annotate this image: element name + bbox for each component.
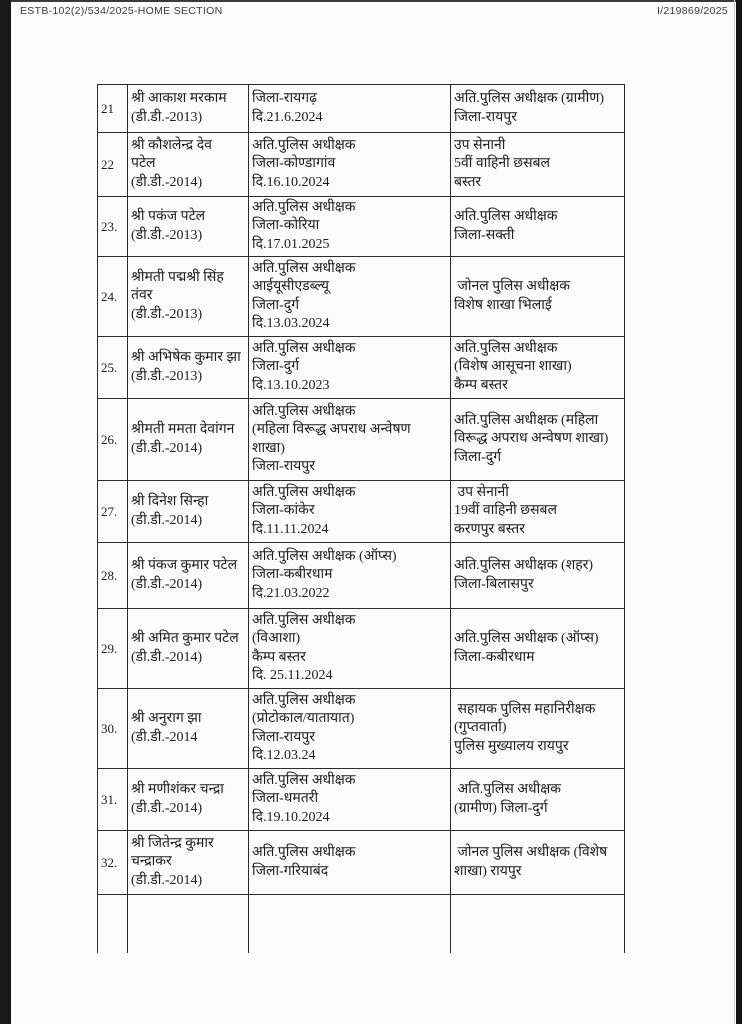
serial-cell: 21 bbox=[97, 84, 128, 133]
officer-name-cell: श्री कौशलेन्द्र देव पटेल (डी.डी.-2014) bbox=[127, 132, 249, 197]
new-posting-cell: जोनल पुलिस अधीक्षक (विशेष शाखा) रायपुर bbox=[450, 830, 625, 895]
table-row: 32. श्री जितेन्द्र कुमार चन्द्राकर (डी.ड… bbox=[97, 830, 625, 895]
eoffice-id: I/219869/2025 bbox=[656, 5, 728, 17]
serial-cell bbox=[97, 894, 128, 953]
table-row: 21 श्री आकाश मरकाम (डी.डी.-2013) जिला-रा… bbox=[97, 84, 625, 133]
new-posting-cell: सहायक पुलिस महानिरीक्षक (गुप्तवार्ता) पु… bbox=[450, 688, 625, 769]
current-posting-cell: अति.पुलिस अधीक्षक जिला-कोरिया दि.17.01.2… bbox=[248, 196, 451, 257]
serial-cell: 32. bbox=[97, 830, 128, 895]
serial-cell: 29. bbox=[97, 608, 128, 689]
officer-name-cell: श्रीमती ममता देवांगन (डी.डी.-2014) bbox=[127, 398, 249, 481]
table-row: 28. श्री पंकज कुमार पटेल (डी.डी.-2014) अ… bbox=[97, 542, 625, 609]
serial-cell: 30. bbox=[97, 688, 128, 769]
serial-cell: 24. bbox=[97, 256, 128, 337]
serial-cell: 31. bbox=[97, 768, 128, 831]
serial-cell: 25. bbox=[97, 336, 128, 399]
table-row: 25. श्री अभिषेक कुमार झा (डी.डी.-2013) अ… bbox=[97, 336, 625, 399]
table-row: 22 श्री कौशलेन्द्र देव पटेल (डी.डी.-2014… bbox=[97, 132, 625, 197]
new-posting-cell: उप सेनानी 5वीं वाहिनी छसबल बस्तर bbox=[450, 132, 625, 197]
table-row-empty bbox=[97, 894, 625, 953]
table-row: 29. श्री अमित कुमार पटेल (डी.डी.-2014) अ… bbox=[97, 608, 625, 689]
officer-name-cell: श्री दिनेश सिन्हा (डी.डी.-2014) bbox=[127, 480, 249, 543]
current-posting-cell: अति.पुलिस अधीक्षक (प्रोटोकाल/यातायात) जि… bbox=[248, 688, 451, 769]
new-posting-cell: अति.पुलिस अधीक्षक (ग्रामीण) जिला-रायपुर bbox=[450, 84, 625, 133]
current-posting-cell: अति.पुलिस अधीक्षक जिला-धमतरी दि.19.10.20… bbox=[248, 768, 451, 831]
table-row: 24. श्रीमती पद्मश्री सिंह तंवर (डी.डी.-2… bbox=[97, 256, 625, 337]
officer-name-cell: श्री अमित कुमार पटेल (डी.डी.-2014) bbox=[127, 608, 249, 689]
serial-cell: 26. bbox=[97, 398, 128, 481]
file-number: ESTB-102(2)/534/2025-HOME SECTION bbox=[20, 5, 223, 17]
table-row: 31. श्री मणीशंकर चन्द्रा (डी.डी.-2014) अ… bbox=[97, 768, 625, 831]
table-row: 23. श्री पकंज पटेल (डी.डी.-2013) अति.पुल… bbox=[97, 196, 625, 257]
serial-cell: 23. bbox=[97, 196, 128, 257]
current-posting-cell: अति.पुलिस अधीक्षक (महिला विरूद्ध अपराध अ… bbox=[248, 398, 451, 481]
postings-table: 21 श्री आकाश मरकाम (डी.डी.-2013) जिला-रा… bbox=[97, 84, 625, 953]
officer-name-cell bbox=[127, 894, 249, 953]
table-row: 26. श्रीमती ममता देवांगन (डी.डी.-2014) अ… bbox=[97, 398, 625, 481]
current-posting-cell: अति.पुलिस अधीक्षक (ऑप्स) जिला-कबीरधाम दि… bbox=[248, 542, 451, 609]
current-posting-cell: अति.पुलिस अधीक्षक जिला-गरियाबंद bbox=[248, 830, 451, 895]
officer-name-cell: श्रीमती पद्मश्री सिंह तंवर (डी.डी.-2013) bbox=[127, 256, 249, 337]
new-posting-cell: जोनल पुलिस अधीक्षक विशेष शाखा भिलाई bbox=[450, 256, 625, 337]
new-posting-cell: अति.पुलिस अधीक्षक (शहर) जिला-बिलासपुर bbox=[450, 542, 625, 609]
officer-name-cell: श्री आकाश मरकाम (डी.डी.-2013) bbox=[127, 84, 249, 133]
serial-cell: 22 bbox=[97, 132, 128, 197]
new-posting-cell: उप सेनानी 19वीं वाहिनी छसबल करणपुर बस्तर bbox=[450, 480, 625, 543]
current-posting-cell: अति.पुलिस अधीक्षक जिला-दुर्ग दि.13.10.20… bbox=[248, 336, 451, 399]
document-header: ESTB-102(2)/534/2025-HOME SECTION I/2198… bbox=[20, 5, 728, 17]
officer-name-cell: श्री जितेन्द्र कुमार चन्द्राकर (डी.डी.-2… bbox=[127, 830, 249, 895]
new-posting-cell: अति.पुलिस अधीक्षक (विशेष आसूचना शाखा) कै… bbox=[450, 336, 625, 399]
officer-name-cell: श्री मणीशंकर चन्द्रा (डी.डी.-2014) bbox=[127, 768, 249, 831]
scan-seam-line bbox=[734, 0, 735, 1024]
table-row: 27. श्री दिनेश सिन्हा (डी.डी.-2014) अति.… bbox=[97, 480, 625, 543]
serial-cell: 27. bbox=[97, 480, 128, 543]
serial-cell: 28. bbox=[97, 542, 128, 609]
current-posting-cell: अति.पुलिस अधीक्षक (विआशा) कैम्प बस्तर दि… bbox=[248, 608, 451, 689]
scan-right-edge bbox=[736, 0, 742, 1024]
current-posting-cell: अति.पुलिस अधीक्षक जिला-कांकेर दि.11.11.2… bbox=[248, 480, 451, 543]
current-posting-cell: जिला-रायगढ़ दि.21.6.2024 bbox=[248, 84, 451, 133]
new-posting-cell: अति.पुलिस अधीक्षक (ग्रामीण) जिला-दुर्ग bbox=[450, 768, 625, 831]
new-posting-cell bbox=[450, 894, 625, 953]
new-posting-cell: अति.पुलिस अधीक्षक जिला-सक्ती bbox=[450, 196, 625, 257]
current-posting-cell bbox=[248, 894, 451, 953]
scan-top-edge bbox=[0, 0, 742, 2]
scan-left-edge bbox=[0, 0, 11, 1024]
officer-name-cell: श्री अभिषेक कुमार झा (डी.डी.-2013) bbox=[127, 336, 249, 399]
current-posting-cell: अति.पुलिस अधीक्षक आईयूसीएडब्ल्यू जिला-दु… bbox=[248, 256, 451, 337]
new-posting-cell: अति.पुलिस अधीक्षक (ऑप्स) जिला-कबीरधाम bbox=[450, 608, 625, 689]
officer-name-cell: श्री पकंज पटेल (डी.डी.-2013) bbox=[127, 196, 249, 257]
officer-name-cell: श्री पंकज कुमार पटेल (डी.डी.-2014) bbox=[127, 542, 249, 609]
table-row: 30. श्री अनुराग झा (डी.डी.-2014 अति.पुलि… bbox=[97, 688, 625, 769]
new-posting-cell: अति.पुलिस अधीक्षक (महिला विरूद्ध अपराध अ… bbox=[450, 398, 625, 481]
current-posting-cell: अति.पुलिस अधीक्षक जिला-कोण्डागांव दि.16.… bbox=[248, 132, 451, 197]
officer-name-cell: श्री अनुराग झा (डी.डी.-2014 bbox=[127, 688, 249, 769]
